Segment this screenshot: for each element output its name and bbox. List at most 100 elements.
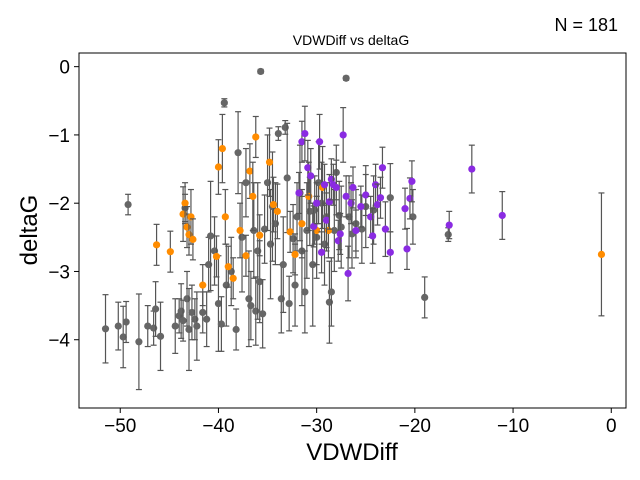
data-point-orange [221,213,229,221]
data-point-orange [214,163,223,171]
data-point-gray [421,293,429,302]
data-point-gray [206,232,215,240]
data-point-orange [269,200,278,209]
data-point-gray [101,325,110,333]
data-point-gray [259,310,267,318]
data-point-purple [369,232,377,240]
data-point-gray [247,301,255,310]
data-point-gray [124,200,132,209]
x-tick-label: −10 [497,416,529,437]
plot-area [101,67,606,391]
data-point-purple [403,245,411,253]
data-point-gray [283,174,291,182]
y-tick-label: −4 [48,331,70,352]
data-point-purple [381,225,389,233]
data-point-purple [342,192,350,200]
data-point-purple [357,203,365,211]
data-point-gray [185,325,193,334]
data-point-purple [408,177,416,185]
data-point-gray [114,322,122,330]
series-orange [152,113,606,317]
data-point-purple [339,131,347,139]
data-point-gray [193,322,201,330]
data-point-purple [376,194,385,202]
axes-frame [78,52,627,409]
data-point-orange [246,167,254,175]
data-point-purple [336,230,344,238]
data-point-gray [285,299,293,308]
data-point-gray [309,261,317,269]
x-axis-label: VDWDiff [306,439,398,466]
data-point-purple [386,248,394,256]
x-tick-label: −30 [301,416,333,437]
data-point-purple [498,211,506,220]
data-point-purple [316,138,324,146]
data-point-orange [229,274,237,282]
data-point-orange [265,158,274,166]
x-tick-label: −20 [399,416,431,437]
data-point-orange [597,250,606,258]
data-point-orange [256,231,264,239]
data-point-gray [217,320,225,328]
data-point-purple [401,205,409,213]
data-point-purple [313,199,321,207]
data-point-orange [291,250,299,258]
y-tick-label: −3 [48,262,70,283]
data-point-purple [310,222,318,231]
data-point-purple [468,165,476,173]
data-point-orange [286,228,294,236]
data-point-gray [274,129,282,138]
data-point-orange [224,263,232,271]
data-point-gray [122,318,130,326]
data-point-gray [293,213,301,221]
data-point-gray [220,99,228,107]
data-point-orange [212,252,221,261]
data-point-gray [279,261,287,269]
data-point-orange [273,207,281,215]
y-tick-label: 0 [59,58,70,79]
data-point-orange [218,144,226,153]
data-point-gray [257,67,265,76]
data-point-purple [322,216,331,224]
data-point-purple [317,248,326,256]
data-point-purple [320,181,329,189]
data-point-purple [304,164,312,172]
data-point-gray [301,288,309,296]
data-point-gray [327,288,335,296]
data-point-gray [135,338,143,346]
data-point-gray [330,226,338,235]
data-point-gray [156,332,165,340]
data-point-orange [252,133,260,141]
data-point-purple [352,226,360,235]
data-point-gray [242,179,250,187]
data-point-gray [234,149,242,157]
data-point-orange [298,220,306,228]
data-point-gray [386,194,394,202]
data-point-orange [249,192,257,200]
data-point-orange [181,199,189,207]
data-point-purple [307,172,315,180]
data-point-purple [344,269,352,278]
data-point-purple [332,183,340,192]
n-count-annotation: N = 181 [554,15,618,35]
chart-title: VDWDiff vs deltaG [293,32,409,48]
y-axis-label: deltaG [16,195,43,266]
data-point-gray [188,308,196,317]
data-point-gray [337,223,345,231]
data-point-gray [144,322,152,330]
data-point-purple [295,189,303,197]
data-point-gray [119,333,127,341]
data-point-purple [378,164,387,172]
data-point-gray [291,281,299,289]
y-tick-label: −2 [48,194,70,215]
data-point-gray [179,317,187,325]
data-point-gray [171,322,179,330]
data-point-orange [199,281,207,289]
data-point-purple [373,200,382,209]
series-purple [295,105,506,302]
data-point-gray [203,315,211,323]
data-point-orange [242,252,250,260]
data-point-purple [301,129,309,138]
